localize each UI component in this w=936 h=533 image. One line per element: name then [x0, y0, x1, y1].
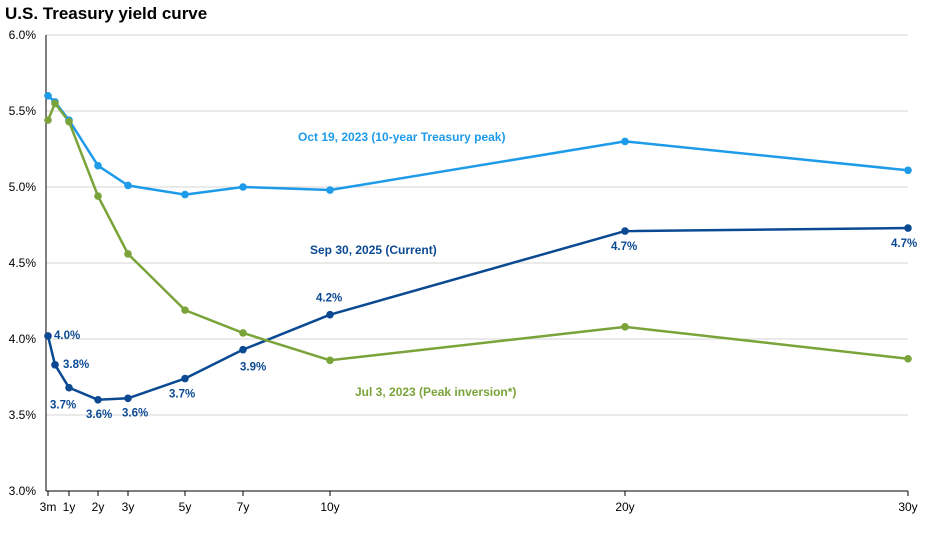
data-point — [181, 190, 189, 199]
data-label: 3.7% — [169, 389, 195, 401]
data-point — [326, 356, 334, 365]
data-point — [65, 383, 73, 392]
y-tick-label: 4.5% — [9, 256, 37, 270]
data-point — [326, 310, 334, 319]
series-lines — [46, 94, 909, 402]
data-point — [44, 332, 52, 340]
data-point — [239, 329, 247, 337]
y-tick-label: 3.0% — [9, 484, 37, 498]
data-point — [181, 374, 189, 383]
data-label: 4.7% — [891, 238, 917, 250]
data-point — [124, 250, 132, 258]
data-point — [621, 323, 629, 331]
data-label: 3.6% — [86, 409, 112, 421]
data-point — [904, 354, 912, 363]
data-point — [65, 117, 73, 126]
grid-lines — [46, 34, 908, 416]
data-label: 3.6% — [122, 407, 148, 419]
series-points — [44, 92, 912, 404]
y-tick-label: 5.5% — [9, 104, 37, 118]
x-tick-label: 10y — [320, 500, 339, 514]
data-point — [904, 166, 912, 175]
series-label-0: Oct 19, 2023 (10-year Treasury peak) — [298, 130, 505, 144]
data-point — [51, 361, 59, 369]
data-point — [124, 394, 132, 403]
x-tick-label: 2y — [92, 500, 105, 514]
data-point — [621, 137, 629, 146]
data-point — [94, 192, 102, 200]
series-label-1: Sep 30, 2025 (Current) — [310, 243, 437, 257]
data-point — [94, 161, 102, 170]
data-point — [124, 181, 132, 190]
data-point — [904, 224, 912, 232]
data-point — [621, 227, 629, 235]
data-label: 3.9% — [240, 362, 266, 374]
series-line-1 — [46, 226, 909, 402]
x-tick-label: 3y — [122, 500, 135, 514]
x-tick-label: 1y — [63, 500, 76, 514]
data-label: 4.0% — [54, 330, 80, 342]
data-point — [181, 306, 189, 314]
y-tick-label: 3.5% — [9, 408, 37, 422]
series-label-2: Jul 3, 2023 (Peak inversion*) — [355, 385, 516, 399]
data-point — [239, 183, 247, 191]
data-label: 3.8% — [63, 359, 89, 371]
x-tick-label: 30y — [898, 500, 917, 514]
y-tick-label: 6.0% — [9, 28, 37, 42]
data-point — [51, 99, 59, 108]
y-tick-label: 4.0% — [9, 332, 37, 346]
data-point — [44, 116, 52, 124]
y-tick-label: 5.0% — [9, 180, 37, 194]
chart-title: U.S. Treasury yield curve — [5, 4, 208, 23]
data-point — [94, 396, 102, 404]
x-tick-label: 7y — [237, 500, 250, 514]
labels: Oct 19, 2023 (10-year Treasury peak) Sep … — [50, 130, 917, 421]
data-point — [239, 345, 247, 354]
x-tick-label: 5y — [179, 500, 192, 514]
data-label: 4.2% — [316, 293, 342, 305]
data-label: 4.7% — [611, 241, 637, 253]
x-tick-label: 3m — [40, 500, 57, 514]
data-point — [326, 186, 334, 194]
axes: 3.0% 3.5% 4.0% 4.5% 5.0% 5.5% 6.0% 3m 1y 2y 3y 5y 7y… — [9, 28, 918, 514]
data-point — [44, 92, 52, 100]
x-tick-label: 20y — [615, 500, 634, 514]
data-label: 3.7% — [50, 400, 76, 412]
series-line-2 — [46, 102, 909, 362]
